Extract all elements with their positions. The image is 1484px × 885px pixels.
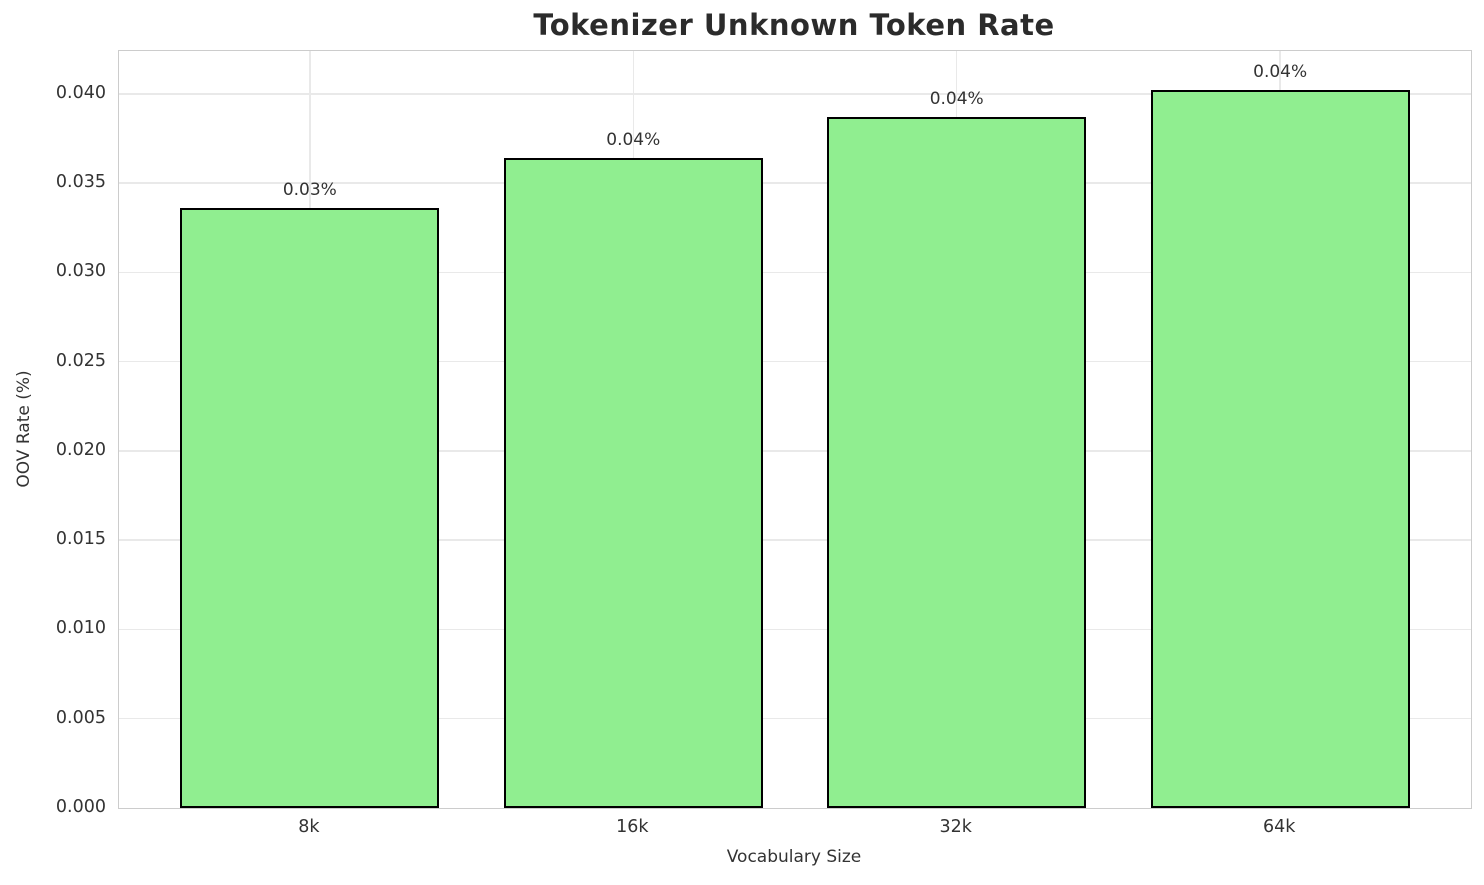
- y-tick-label: 0.005: [55, 707, 106, 728]
- gridline-h: [119, 717, 1471, 720]
- gridline-h: [119, 93, 1471, 95]
- bar-value-label: 0.04%: [929, 89, 984, 110]
- x-tick-label: 32k: [939, 817, 972, 837]
- y-tick-label: 0.040: [55, 82, 106, 103]
- bar-8k: [180, 208, 440, 808]
- gridline-h: [119, 450, 1471, 452]
- y-tick-label: 0.020: [55, 439, 106, 460]
- gridline-h: [119, 271, 1471, 274]
- bar-32k: [827, 117, 1087, 808]
- bar-16k: [503, 158, 763, 808]
- y-tick-label: 0.010: [55, 618, 106, 639]
- y-tick-label: 0.025: [55, 350, 106, 371]
- bar-value-label: 0.04%: [606, 130, 661, 151]
- x-tick-label: 64k: [1262, 817, 1296, 837]
- y-tick-label: 0.000: [55, 797, 106, 817]
- bar-value-label: 0.03%: [282, 180, 337, 201]
- y-tick-label: 0.030: [55, 261, 106, 282]
- bar-value-label: 0.04%: [1253, 62, 1308, 83]
- bar-64k: [1150, 90, 1410, 808]
- gridline-h: [119, 628, 1471, 631]
- x-axis-label: Vocabulary Size: [726, 847, 862, 867]
- y-tick-label: 0.015: [55, 529, 106, 550]
- gridline-h: [119, 360, 1471, 363]
- plot-area: 0.03% 0.04% 0.04% 0.04%: [118, 50, 1472, 809]
- x-tick-label: 8k: [298, 817, 320, 837]
- y-tick-label: 0.035: [55, 172, 106, 193]
- x-tick-label: 16k: [616, 817, 649, 837]
- gridline-h: [119, 539, 1471, 541]
- chart-title: Tokenizer Unknown Token Rate: [533, 8, 1055, 42]
- gridline-h: [119, 182, 1471, 184]
